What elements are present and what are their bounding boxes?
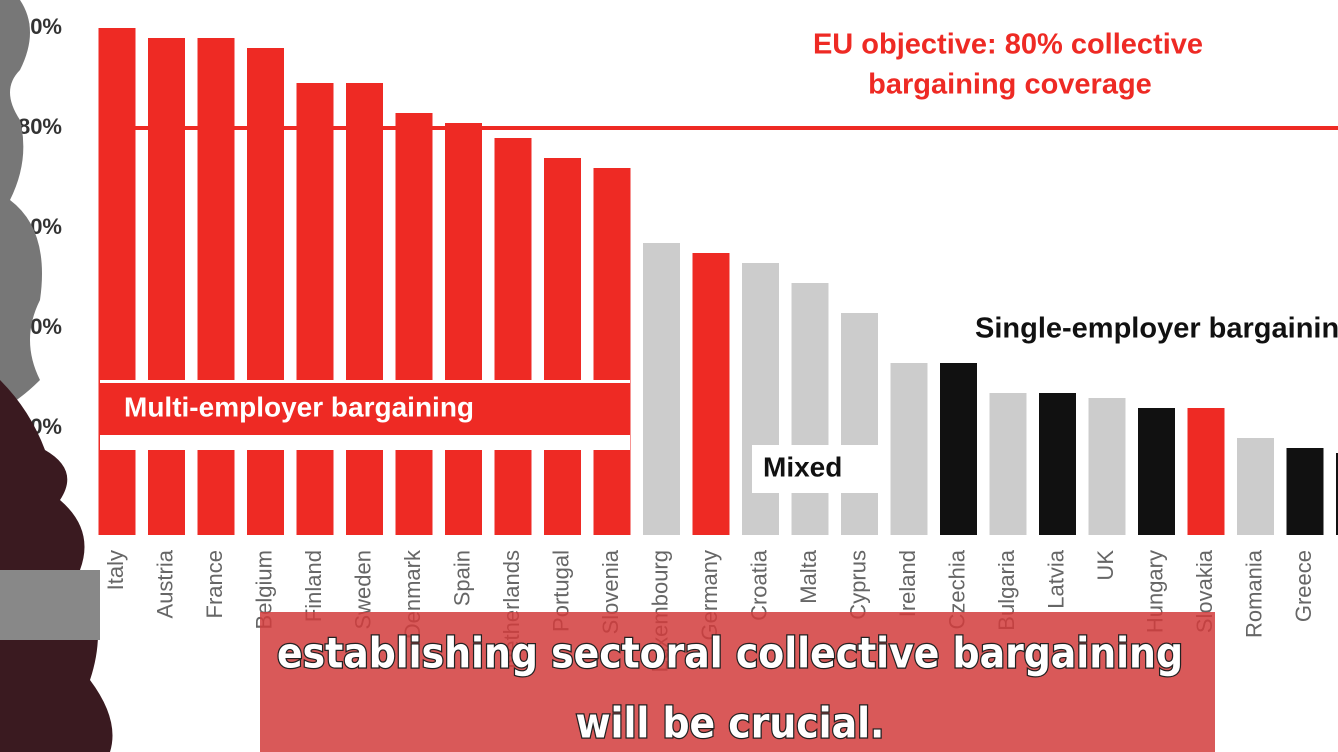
x-tick-label: Malta	[796, 549, 821, 604]
bar	[247, 48, 284, 535]
x-tick-label: Croatia	[746, 549, 771, 621]
bar	[197, 38, 235, 535]
bar	[1286, 448, 1324, 535]
bar	[1039, 393, 1076, 535]
y-tick-label: 80%	[18, 114, 62, 139]
bar	[1138, 408, 1175, 535]
bar	[791, 283, 829, 535]
caption: establishing sectoral collective bargain…	[277, 629, 1183, 678]
annotation: Mixed	[763, 451, 842, 482]
bar	[1336, 453, 1338, 535]
bar	[742, 263, 779, 535]
x-tick-label: Ireland	[895, 550, 920, 617]
bar	[940, 363, 977, 535]
bar	[148, 38, 185, 535]
bar	[346, 83, 383, 535]
silhouette-band	[0, 570, 100, 640]
x-tick-label: Romania	[1241, 549, 1266, 638]
x-tick-label: Spain	[449, 550, 474, 606]
x-tick-label: Finland	[301, 550, 326, 622]
bar	[1237, 438, 1274, 535]
caption: will be crucial.	[576, 699, 885, 748]
bar	[643, 243, 680, 535]
caption-box	[260, 612, 1215, 752]
x-tick-label: Austria	[152, 549, 177, 618]
label-box	[752, 445, 887, 493]
x-tick-label: UK	[1093, 550, 1118, 581]
bar	[841, 313, 878, 535]
bar	[692, 253, 730, 535]
reference-label: bargaining coverage	[868, 69, 1152, 101]
bar	[890, 363, 928, 535]
bar	[494, 138, 532, 535]
x-tick-label: Italy	[103, 550, 128, 590]
silhouette	[0, 380, 113, 752]
bar	[593, 168, 631, 535]
bar	[1187, 408, 1225, 535]
bar	[445, 123, 482, 535]
bar	[989, 393, 1027, 535]
bar	[98, 28, 136, 535]
annotation: Multi-employer bargaining	[124, 391, 474, 422]
bar	[1088, 398, 1126, 535]
reference-label: EU objective: 80% collective	[813, 29, 1203, 61]
x-tick-label: Greece	[1291, 550, 1316, 622]
x-tick-label: France	[202, 550, 227, 618]
silhouette	[0, 0, 42, 410]
bar	[395, 113, 433, 535]
annotation: Single-employer bargaining	[975, 313, 1338, 345]
label-box	[100, 383, 630, 435]
x-tick-label: Latvia	[1043, 549, 1068, 608]
x-tick-label: Cyprus	[845, 550, 870, 620]
bar	[544, 158, 581, 535]
bar	[296, 83, 334, 535]
